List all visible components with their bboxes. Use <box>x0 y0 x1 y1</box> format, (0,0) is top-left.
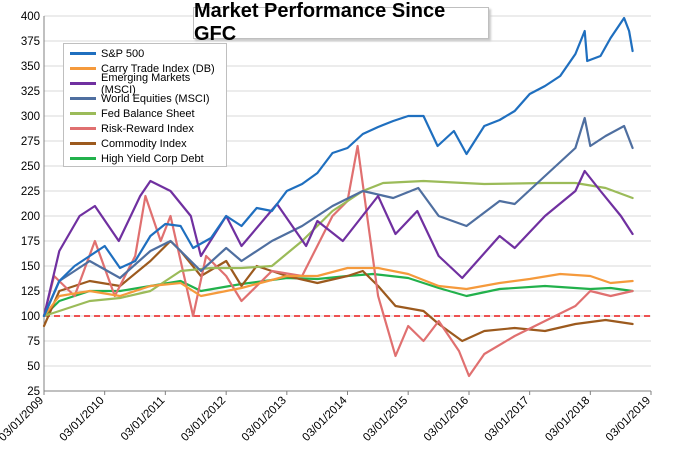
legend-swatch <box>70 127 96 130</box>
y-tick-label: 75 <box>27 336 40 348</box>
x-tick-label: 03/01/2016 <box>422 395 471 444</box>
legend-swatch <box>70 82 96 85</box>
y-tick-label: 250 <box>21 161 40 173</box>
legend-label: High Yield Corp Debt <box>101 152 204 165</box>
y-tick-label: 275 <box>21 136 40 148</box>
y-tick-label: 225 <box>21 186 40 198</box>
y-tick-label: 200 <box>21 211 40 223</box>
series-line-commodity-index <box>42 239 634 343</box>
x-tick-label: 03/01/2013 <box>240 395 289 444</box>
y-tick-label: 150 <box>21 261 40 273</box>
legend-swatch <box>70 52 96 55</box>
legend-label: S&P 500 <box>101 47 145 60</box>
y-tick-label: 50 <box>27 361 40 373</box>
series-line-fed-balance-sheet <box>42 179 634 318</box>
chart-title-box: Market Performance Since GFC <box>193 0 489 45</box>
legend-label: Risk-Reward Index <box>101 122 194 135</box>
legend-swatch <box>70 157 96 160</box>
legend-label: World Equities (MSCI) <box>101 92 210 105</box>
legend: S&P 500 Carry Trade Index (DB) Emerging Ma… <box>63 43 227 167</box>
legend-swatch <box>70 142 96 145</box>
legend-label: Emerging Markets (MSCI) <box>101 71 191 96</box>
series-line-world-equities-msci <box>42 116 634 318</box>
legend-item: High Yield Corp Debt <box>64 151 226 166</box>
x-tick-label: 03/01/2018 <box>543 395 592 444</box>
y-tick-label: 300 <box>21 111 40 123</box>
legend-item: S&P 500 <box>64 46 226 61</box>
legend-swatch <box>70 112 96 115</box>
x-tick-label: 03/01/2010 <box>58 395 107 444</box>
x-tick-label: 03/01/2014 <box>300 394 350 444</box>
y-tick-label: 100 <box>21 311 40 323</box>
legend-swatch <box>70 67 96 70</box>
x-tick-labels: 03/01/2009 03/01/2010 03/01/2011 03/01/2012… <box>0 394 653 444</box>
y-tick-label: 125 <box>21 286 40 298</box>
legend-item: Risk-Reward Index <box>64 121 226 136</box>
legend-swatch <box>70 97 96 100</box>
x-tick-label: 03/01/2009 <box>0 395 46 444</box>
series-line-high-yield-corp-debt <box>42 272 634 318</box>
legend-label: Carry Trade Index (DB) <box>101 62 215 75</box>
legend-item: Emerging Markets (MSCI) <box>64 72 226 96</box>
legend-item: Carry Trade Index (DB) <box>64 61 226 76</box>
series-line-carry-trade-index-db <box>42 266 634 318</box>
x-tick-label: 03/01/2011 <box>119 395 168 444</box>
x-tick-label: 03/01/2017 <box>483 395 532 444</box>
x-tick-label: 03/01/2012 <box>179 395 228 444</box>
y-tick-labels: 25 50 75 100 125 150 175 200 225 250 275 300 325 350 3… <box>21 11 40 398</box>
legend-item: Commodity Index <box>64 136 226 151</box>
x-tick-label: 03/01/2015 <box>361 395 410 444</box>
series-line-s-p-500 <box>42 16 634 318</box>
y-tick-label: 175 <box>21 236 40 248</box>
series-lines <box>42 16 634 378</box>
x-tick-label: 03/01/2019 <box>604 395 653 444</box>
chart-title: Market Performance Since GFC <box>194 0 446 45</box>
y-tick-label: 325 <box>21 86 40 98</box>
legend-label: Fed Balance Sheet <box>101 107 195 120</box>
y-tick-label: 375 <box>21 36 40 48</box>
y-tick-label: 400 <box>21 11 40 23</box>
legend-item: Fed Balance Sheet <box>64 106 226 121</box>
y-tick-label: 350 <box>21 61 40 73</box>
y-tick-label: 25 <box>27 386 40 398</box>
series-line-emerging-markets-msci <box>42 169 634 318</box>
legend-item: World Equities (MSCI) <box>64 91 226 106</box>
legend-label: Commodity Index <box>101 137 187 150</box>
axes <box>43 16 652 395</box>
